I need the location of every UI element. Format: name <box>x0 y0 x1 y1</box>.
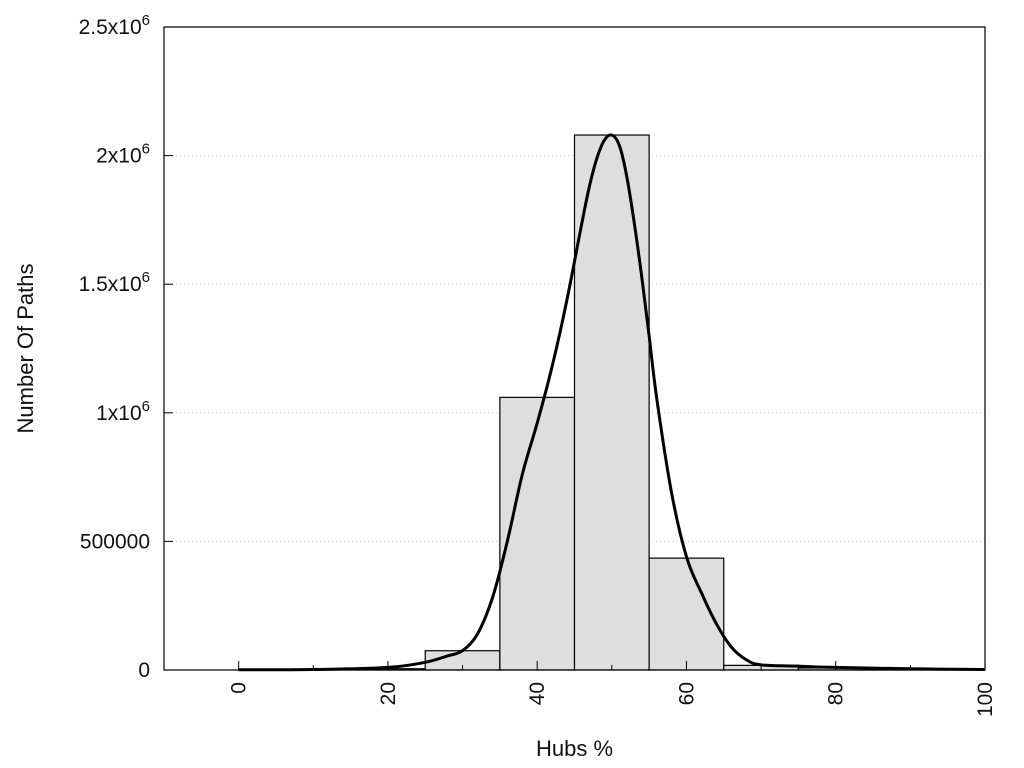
x-tick-label: 40 <box>526 682 549 705</box>
y-tick-label: 2x106 <box>96 141 150 168</box>
x-tick-label: 80 <box>825 682 848 705</box>
histogram-bar <box>499 396 576 671</box>
y-ticks-layer: 0 500000 1x106 1.5x106 2x106 2.5x106 <box>79 12 173 682</box>
x-tick-label: 60 <box>675 682 698 705</box>
grid-layer <box>164 155 985 542</box>
plot-frame <box>163 26 986 671</box>
fit-curve-line <box>238 133 986 672</box>
x-tick-label: 100 <box>974 682 997 717</box>
bars-layer <box>275 134 949 671</box>
y-tick-label: 1x106 <box>96 398 150 425</box>
x-axis-title: Hubs % <box>536 736 613 761</box>
x-ticks-layer: 0 20 40 60 80 100 <box>228 661 997 717</box>
y-tick-label: 1.5x106 <box>79 269 150 296</box>
x-tick-label: 0 <box>228 682 251 694</box>
fit-curve-layer <box>238 133 986 672</box>
y-axis-title: Number Of Paths <box>13 264 38 434</box>
y-tick-label: 500000 <box>80 530 150 553</box>
y-tick-label: 0 <box>138 659 150 682</box>
y-tick-label: 2.5x106 <box>79 12 150 39</box>
histogram-bar <box>573 134 650 671</box>
x-tick-label: 20 <box>377 682 400 705</box>
